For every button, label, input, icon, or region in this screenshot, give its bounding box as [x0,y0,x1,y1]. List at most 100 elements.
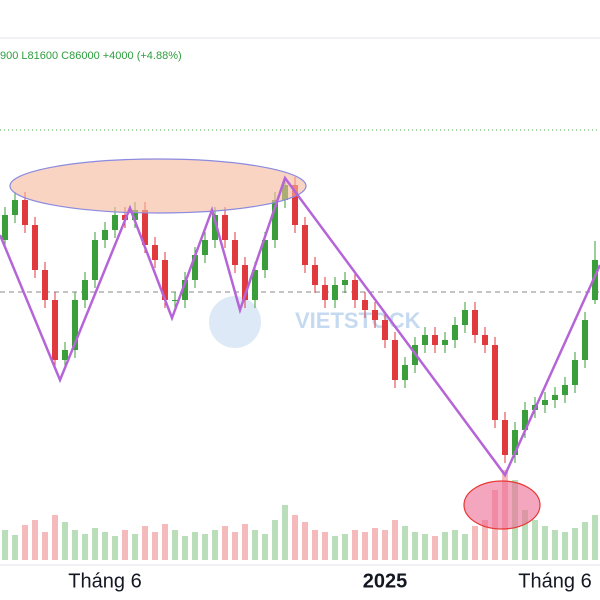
volume-bar [322,532,328,560]
bottom-ellipse [463,480,541,530]
volume-bar [182,536,188,560]
candle-body [252,270,258,300]
candle-body [552,395,558,400]
volume-bar [232,532,238,560]
candle-body [402,365,408,380]
candle-body [522,410,528,430]
candle-body [32,225,38,270]
volume-bar [552,530,558,560]
candle-body [382,320,388,340]
volume-bar [212,530,218,560]
candle-body [212,215,218,240]
volume-bar [242,524,248,560]
top-ellipse [9,158,307,214]
volume-bar [372,528,378,560]
volume-bar [222,526,228,560]
volume-bar [562,532,568,560]
watermark: VIETSTOCK [295,308,421,333]
candle-body [22,200,28,225]
volume-bar [42,532,48,560]
volume-bar [352,530,358,560]
candle-body [62,350,68,360]
candle-body [72,300,78,350]
candle-body [482,335,488,345]
volume-bar [402,526,408,560]
volume-bar [432,536,438,560]
volume-bar [112,536,118,560]
volume-bar [582,522,588,560]
volume-bar [292,515,298,560]
volume-bar [572,528,578,560]
volume-bar [272,520,278,560]
x-tick-label: 2025 [363,570,408,592]
volume-bar [392,520,398,560]
candle-body [192,255,198,280]
candle-body [152,245,158,260]
volume-bar [522,510,528,560]
volume-bar [332,536,338,560]
candle-body [102,230,108,240]
candle-body [492,345,498,420]
candle-body [242,265,248,300]
candle-body [432,335,438,345]
candle-body [392,340,398,380]
volume-pane [2,470,598,560]
candle-body [232,240,238,265]
volume-bar [2,530,8,560]
candle-body [132,210,138,220]
candle-body [572,360,578,385]
candle-body [12,200,18,215]
volume-bar [62,522,68,560]
volume-bar [12,535,18,560]
candle-body [42,270,48,300]
candle-body [52,300,58,360]
candle-body [202,240,208,255]
volume-bar [32,520,38,560]
volume-bar [92,528,98,560]
volume-bar [592,515,598,560]
candle-body [292,185,298,225]
volume-bar [132,534,138,560]
time-axis: Tháng 6 2025 Tháng 6 [68,570,591,592]
pattern-line [0,175,600,478]
volume-bar [312,530,318,560]
volume-bar [172,530,178,560]
volume-bar [282,505,288,560]
volume-bar [472,526,478,560]
volume-bar [82,534,88,560]
candle-body [82,280,88,300]
candle-body [92,240,98,280]
volume-bar [452,530,458,560]
volume-bar [142,526,148,560]
volume-bar [342,534,348,560]
candle-body [372,310,378,320]
volume-bar [102,532,108,560]
volume-bar [462,534,468,560]
candle-body [332,285,338,300]
volume-bar [192,532,198,560]
candle-body [142,210,148,245]
volume-bar [252,530,258,560]
volume-bar [542,526,548,560]
volume-bar [482,520,488,560]
volume-bar [202,534,208,560]
volume-bar [442,532,448,560]
candle-body [472,310,478,335]
ohlc-legend: 900 L81600 C86000 +4000 (+4.88%) [0,50,182,62]
candle-body [462,310,468,325]
candle-body [182,280,188,300]
candle-body [442,340,448,345]
volume-bar [532,520,538,560]
candle-body [422,335,428,345]
candle-body [582,320,588,360]
volume-bar [302,522,308,560]
volume-bar [122,530,128,560]
candle-body [542,400,548,405]
volume-bar [162,524,168,560]
candle-body [172,300,178,301]
volume-bar [382,530,388,560]
candle-body [302,225,308,265]
volume-bar [52,515,58,560]
